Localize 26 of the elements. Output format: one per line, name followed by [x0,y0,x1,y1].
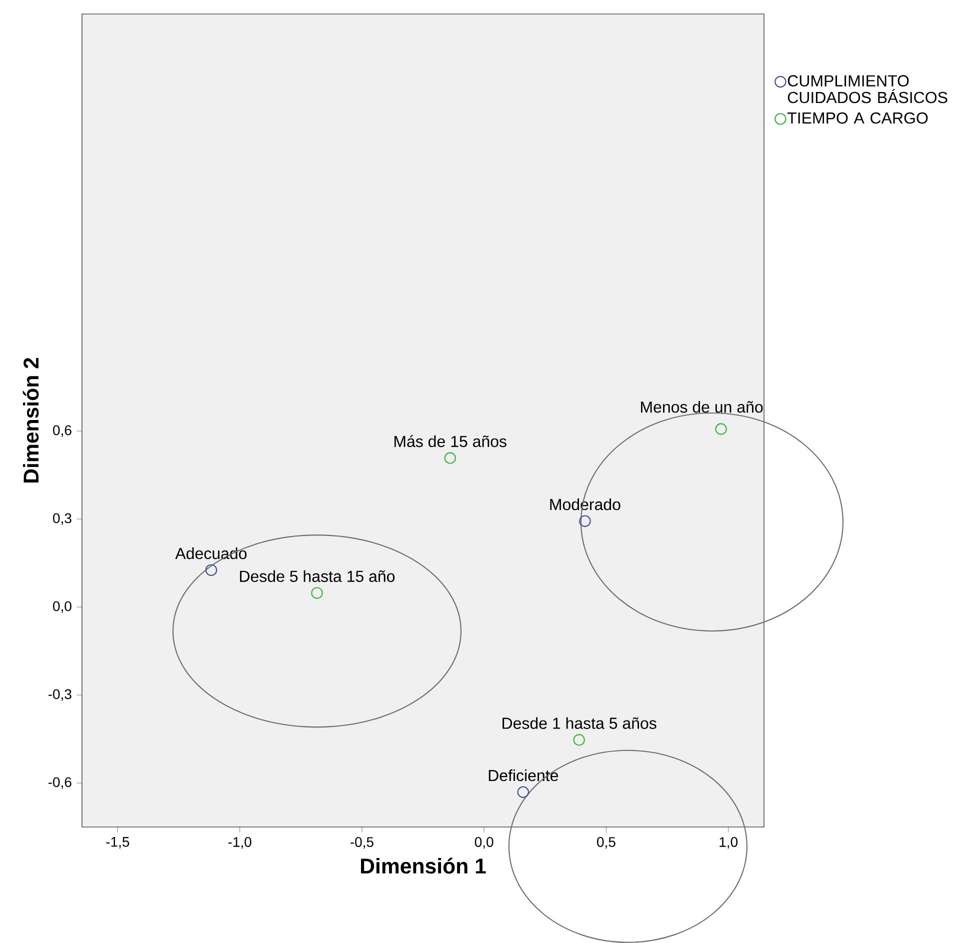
annotation: Más de 15 años [394,435,506,448]
y-tick-label: 0,6 [53,425,72,437]
y-tick-label: 0,0 [53,601,72,613]
x-tick-label: 0,5 [597,837,616,849]
y-axis-title: Dimensión 2 [22,358,39,482]
x-tick-label: 1,0 [720,837,738,849]
x-tick-label: 0,0 [474,837,494,849]
annotation: Menos de un año [641,400,763,413]
point [573,734,585,746]
x-tick-label: -1,0 [228,837,252,849]
y-tick-label: 0,3 [53,513,72,525]
point [715,423,727,435]
point [579,515,591,527]
annotation: Desde 5 hasta 15 año [240,570,395,582]
annotation: Desde 1 hasta 5 años [502,717,656,729]
y-tick-label: -0,6 [48,777,72,789]
point [444,452,456,464]
x-tick-label: -0,5 [350,837,374,849]
x-tick-label: -1,5 [106,837,130,848]
x-axis-title: Dimensión 1 [361,858,486,874]
point [517,786,530,798]
point [205,564,218,576]
legend-label: CUMPLIMIENTO CUIDADOS BÁSICOS [788,75,948,104]
y-tick-label: -0,3 [48,689,72,701]
point [311,587,323,599]
legend-label: TIEMPO A CARGO [787,112,928,124]
